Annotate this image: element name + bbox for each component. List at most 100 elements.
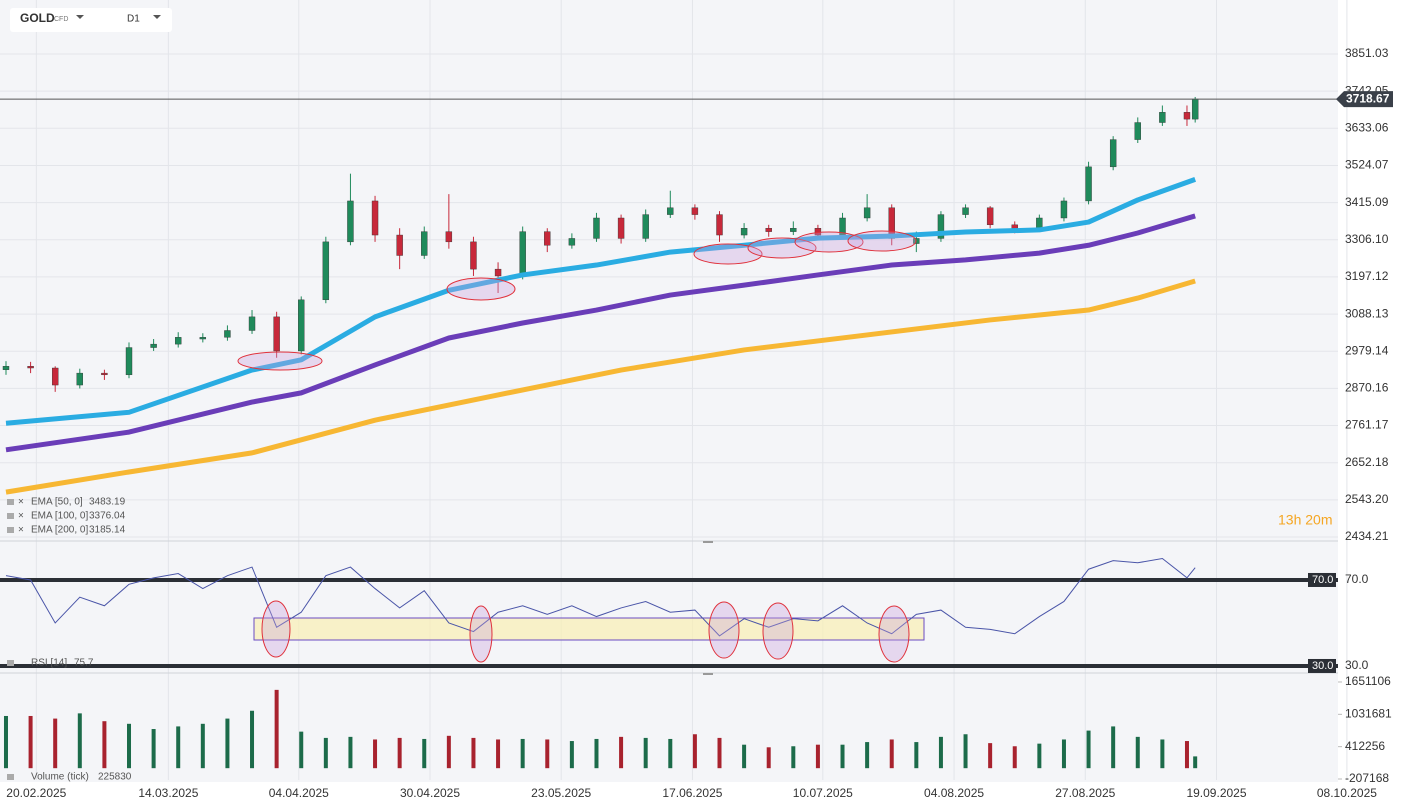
rsi-level-tag <box>1308 572 1336 587</box>
y-tick-label: 2434.21 <box>1345 529 1389 543</box>
candle-body <box>863 207 871 219</box>
rsi-annotations <box>261 600 910 663</box>
volume-bar <box>914 742 919 769</box>
candle-body <box>814 228 822 236</box>
interval[interactable]: D1 <box>127 14 140 25</box>
volume-bar <box>766 747 771 769</box>
volume-bar <box>127 723 132 769</box>
candle-body <box>248 316 256 331</box>
candle-body <box>396 234 403 256</box>
candle-body <box>150 343 157 348</box>
volume-bar <box>151 729 156 769</box>
legend-name: EMA [100, 0] <box>31 511 88 522</box>
x-tick-label: 23.05.2025 <box>531 786 591 800</box>
ellipse <box>794 231 864 253</box>
legend-name: EMA [200, 0] <box>31 525 88 536</box>
rsi-tick-label: 70.0 <box>1312 574 1333 586</box>
volume-bar <box>250 710 255 769</box>
legend-icon <box>7 527 14 533</box>
volume-bar <box>815 744 820 769</box>
candle-body <box>962 207 969 215</box>
candle-body <box>691 207 699 215</box>
legend-icon <box>7 513 14 519</box>
volume-bar <box>200 723 205 769</box>
volume-bar <box>299 731 304 769</box>
volume-bar <box>28 715 33 769</box>
dropdown-icon[interactable] <box>76 15 84 19</box>
candle-body <box>445 231 453 243</box>
y-tick-label: 3197.12 <box>1345 269 1389 283</box>
candle-body <box>642 214 649 239</box>
volume-legend-value: 225830 <box>98 772 132 783</box>
volume-bar <box>1193 756 1198 769</box>
y-tick-label: 2870.16 <box>1345 381 1389 395</box>
symbol[interactable]: GOLD <box>20 11 55 25</box>
legend-close: × <box>18 497 24 508</box>
candle-body <box>716 214 723 236</box>
candle-body <box>568 238 576 246</box>
candle-body <box>986 207 994 226</box>
volume-bar <box>1037 743 1042 769</box>
volume-bar <box>988 743 993 769</box>
x-tick-label: 20.02.2025 <box>6 786 66 800</box>
legend-icon <box>7 499 14 505</box>
x-tick-label: 27.08.2025 <box>1055 786 1115 800</box>
dropdown-icon[interactable] <box>153 15 161 19</box>
candle-body <box>1183 112 1191 120</box>
rsi-layer <box>0 557 1338 668</box>
candle-body <box>371 200 379 236</box>
ellipse <box>878 605 910 663</box>
volume-bar <box>889 739 894 769</box>
candle-body <box>1036 217 1043 229</box>
volume-bar <box>1184 741 1189 769</box>
volume-bar <box>1111 726 1116 769</box>
candle-body <box>125 347 133 376</box>
volume-bar <box>323 737 328 769</box>
candle-body <box>224 330 231 338</box>
volume-bar <box>274 689 279 769</box>
x-tick-label: 04.04.2025 <box>269 786 329 800</box>
candle-body <box>519 231 526 277</box>
candle-body <box>494 268 502 277</box>
candle-body <box>76 372 83 386</box>
y-tick-label: 2979.14 <box>1345 343 1389 357</box>
volume-bar <box>348 736 353 769</box>
y-tick-label: 2761.17 <box>1345 418 1389 432</box>
ellipse <box>237 351 323 371</box>
candle-body <box>199 337 207 340</box>
ema-line <box>5 177 1197 426</box>
volume-bar <box>496 739 501 769</box>
current-price-label: 3718.67 <box>1346 91 1390 105</box>
candle-body <box>1191 98 1199 120</box>
symbol-box-bg[interactable] <box>10 8 172 32</box>
rsi-legend-name: RSI [14] <box>31 658 67 669</box>
volume-bar <box>53 718 58 769</box>
symbol-box[interactable]: GOLD CFD D1 <box>10 8 172 32</box>
volume-bar <box>668 738 673 769</box>
candle-body <box>1134 122 1141 140</box>
volume-bar <box>791 746 796 769</box>
x-tick-label: 04.08.2025 <box>924 786 984 800</box>
ellipse <box>747 237 817 259</box>
volume-bar <box>742 744 747 769</box>
volume-bar <box>594 738 599 769</box>
annotations <box>237 230 917 371</box>
candle-body <box>175 337 182 345</box>
ellipse <box>847 230 917 252</box>
volume-bar <box>1061 739 1066 769</box>
volume-bar <box>545 739 550 769</box>
x-tick-label: 17.06.2025 <box>662 786 722 800</box>
current-price-tag <box>1336 91 1393 108</box>
rsi-zone <box>253 617 925 641</box>
volume-tick-label: -207168 <box>1345 771 1389 785</box>
legend-icon <box>7 774 14 780</box>
volume-bar <box>422 738 427 769</box>
volume-bar <box>1160 739 1165 769</box>
y-tick-label: 3415.09 <box>1345 195 1389 209</box>
x-tick-label: 14.03.2025 <box>138 786 198 800</box>
ellipse <box>693 243 763 265</box>
y-tick-label: 2652.18 <box>1345 455 1389 469</box>
volume-bar <box>471 737 476 769</box>
legend-name: EMA [50, 0] <box>31 497 83 508</box>
